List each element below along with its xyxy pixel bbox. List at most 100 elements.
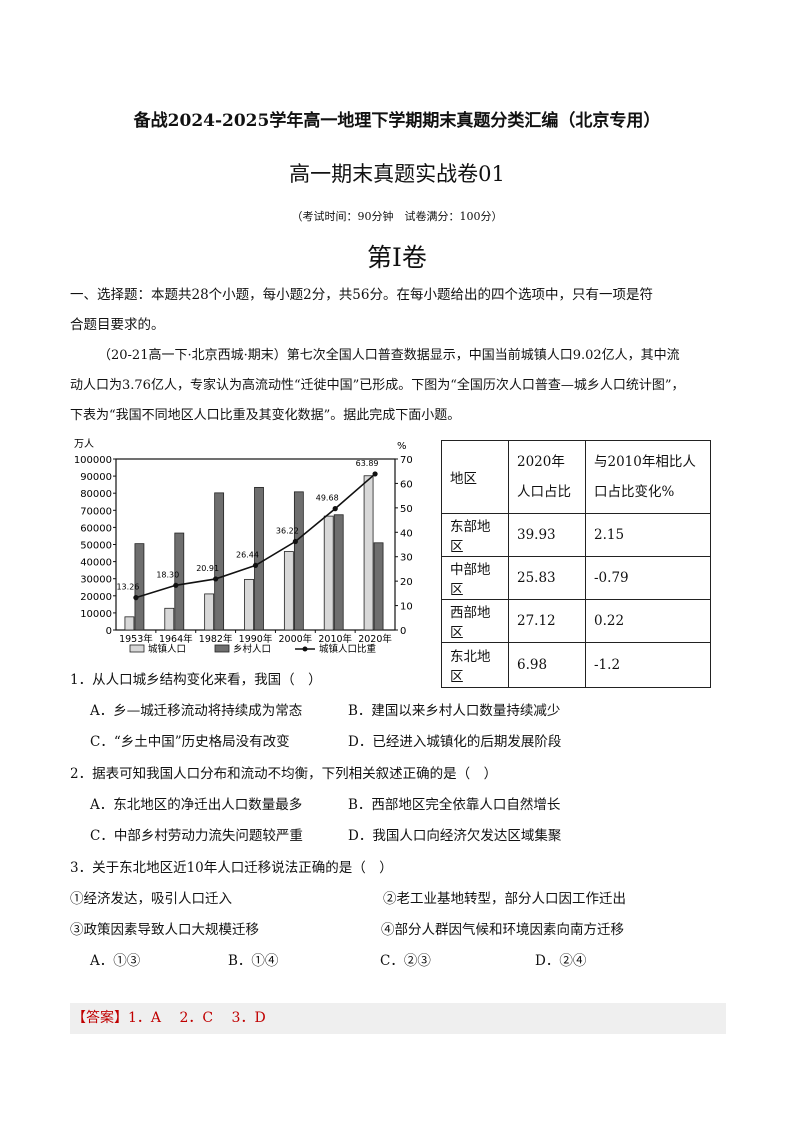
right-axis-unit: % (397, 441, 407, 452)
right-tick-label: 0 (400, 626, 406, 637)
left-axis-unit: 万人 (74, 438, 94, 450)
x-tick-label: 1982年 (199, 633, 233, 645)
right-tick-label: 60 (400, 479, 413, 490)
paper-title: 高一期末真题实战卷01 (289, 162, 505, 186)
table-row: 中部地区 25.83 -0.79 (441, 556, 711, 600)
question-3-stem: 3．关于东北地区近10年人口迁移说法正确的是（ ） (70, 860, 393, 876)
data-label: 49.68 (316, 494, 339, 503)
question-3-statement-4: ④部分人群因气候和环境因素向南方迁移 (381, 922, 624, 938)
urbanization-point (252, 562, 259, 569)
urbanization-point (372, 471, 378, 477)
question-2-option-b[interactable]: B．西部地区完全依靠人口自然增长 (348, 797, 561, 813)
region-table: 地区 2020年人口占比 与2010年相比人口占比变化% 东部地区 39.93 2.… (441, 440, 711, 688)
left-tick-label: 90000 (80, 472, 112, 483)
table-cell: 0.22 (585, 599, 711, 643)
exam-info: （考试时间：90分钟 试卷满分：100分） (291, 210, 503, 223)
question-3-option-c[interactable]: C．②③ (380, 953, 431, 969)
question-2-option-d[interactable]: D．我国人口向经济欠发达区域集聚 (348, 828, 562, 844)
right-tick-label: 20 (400, 577, 413, 588)
x-tick-label: 1964年 (159, 633, 193, 645)
table-header: 地区 (441, 440, 509, 514)
urban-bar (124, 616, 135, 631)
question-1-option-a[interactable]: A．乡—城迁移流动将持续成为常态 (90, 703, 303, 719)
table-header: 2020年人口占比 (508, 440, 586, 514)
question-1-option-b[interactable]: B．建国以来乡村人口数量持续减少 (348, 703, 561, 719)
data-label: 20.91 (196, 564, 219, 573)
right-tick-label: 50 (400, 504, 413, 515)
right-tick-label: 10 (400, 602, 413, 613)
table-header: 与2010年相比人口占比变化% (585, 440, 711, 514)
urbanization-point (213, 576, 219, 582)
answer-box: 【答案】1．A 2．C 3．D (70, 1003, 726, 1034)
table-cell: 6.98 (508, 642, 586, 688)
answer-tag: 【答案】 (72, 1010, 128, 1026)
stem-line3: 下表为“我国不同地区人口比重及其变化数据”。据此完成下面小题。 (70, 408, 461, 423)
x-tick-label: 1990年 (239, 633, 273, 645)
left-tick-label: 0 (106, 626, 112, 637)
table-row: 西部地区 27.12 0.22 (441, 599, 711, 643)
table-cell: 西部地区 (441, 599, 509, 643)
table-header-row: 地区 2020年人口占比 与2010年相比人口占比变化% (441, 440, 711, 514)
left-tick-label: 80000 (80, 489, 112, 500)
left-tick-label: 100000 (74, 455, 112, 466)
population-chart: 万人 % 0 10000 20000 30000 40000 50000 60000 70000 8… (74, 438, 413, 655)
question-2-option-c[interactable]: C．中部乡村劳动力流失问题较严重 (90, 828, 303, 844)
table-cell: -1.2 (585, 642, 711, 688)
table-cell: 2.15 (585, 513, 711, 557)
urbanization-point (332, 506, 338, 512)
table-cell: 中部地区 (441, 556, 509, 600)
urbanization-point (133, 595, 139, 601)
table-cell: 25.83 (508, 556, 586, 600)
urban-bar (164, 607, 175, 631)
data-label: 63.89 (356, 459, 379, 468)
volume-heading: 第I卷 (367, 243, 427, 272)
data-label: 26.44 (236, 550, 259, 559)
data-label: 36.22 (276, 527, 299, 536)
question-3-option-a[interactable]: A．①③ (90, 953, 141, 969)
left-tick-label: 50000 (80, 541, 112, 552)
table-cell: 东部地区 (441, 513, 509, 557)
table-row: 东部地区 39.93 2.15 (441, 513, 711, 557)
urban-bar (283, 551, 294, 631)
x-tick-label: 2000年 (279, 633, 313, 645)
question-3-option-d[interactable]: D．②④ (535, 953, 587, 969)
left-tick-label: 60000 (80, 523, 112, 534)
rural-bar (254, 486, 264, 631)
left-tick-label: 30000 (80, 575, 112, 586)
legend-line-marker (302, 646, 308, 652)
rural-bar (134, 543, 145, 631)
rural-bar (373, 542, 384, 631)
left-tick-label: 20000 (80, 592, 112, 603)
question-1-stem: 1．从人口城乡结构变化来看，我国（ ） (70, 672, 322, 688)
right-tick-label: 70 (400, 455, 413, 466)
table-cell: -0.79 (585, 556, 711, 600)
question-3-statement-1: ①经济发达，吸引人口迁入 (70, 891, 232, 907)
x-tick-label: 1953年 (119, 633, 153, 645)
rural-bar (174, 532, 185, 631)
left-tick-label: 40000 (80, 558, 112, 569)
right-tick-label: 40 (400, 528, 413, 539)
instructions-line1: 一、选择题：本题共28个小题，每小题2分，共56分。在每小题给出的四个选项中，只… (70, 287, 653, 303)
urbanization-point (292, 538, 298, 545)
data-label: 18.30 (156, 570, 179, 579)
question-1-option-d[interactable]: D．已经进入城镇化的后期发展阶段 (348, 734, 562, 750)
series-title: 备战2024-2025学年高一地理下学期期末真题分类汇编（北京专用） (133, 111, 661, 131)
legend-line-label: 城镇人口比重 (319, 643, 377, 655)
table-cell: 东北地区 (441, 642, 509, 688)
table-cell: 39.93 (508, 513, 586, 557)
legend-urban-swatch (129, 644, 145, 653)
urban-bar (244, 578, 254, 631)
urban-bar (204, 593, 215, 631)
left-tick-label: 70000 (80, 506, 112, 517)
question-3-statement-3: ③政策因素导致人口大规模迁移 (70, 922, 259, 938)
question-3-option-b[interactable]: B．①④ (228, 953, 279, 969)
legend-rural-swatch (214, 644, 230, 653)
x-tick-label: 2010年 (318, 633, 352, 645)
question-3-statement-2: ②老工业基地转型，部分人口因工作迁出 (383, 891, 626, 907)
urban-bar (323, 515, 334, 631)
question-2-option-a[interactable]: A．东北地区的净迁出人口数量最多 (90, 797, 303, 813)
question-2-stem: 2．据表可知我国人口分布和流动不均衡，下列相关叙述正确的是（ ） (70, 766, 498, 782)
question-1-option-c[interactable]: C．“乡土中国”历史格局没有改变 (90, 734, 290, 750)
legend-urban-label: 城镇人口 (148, 643, 186, 655)
